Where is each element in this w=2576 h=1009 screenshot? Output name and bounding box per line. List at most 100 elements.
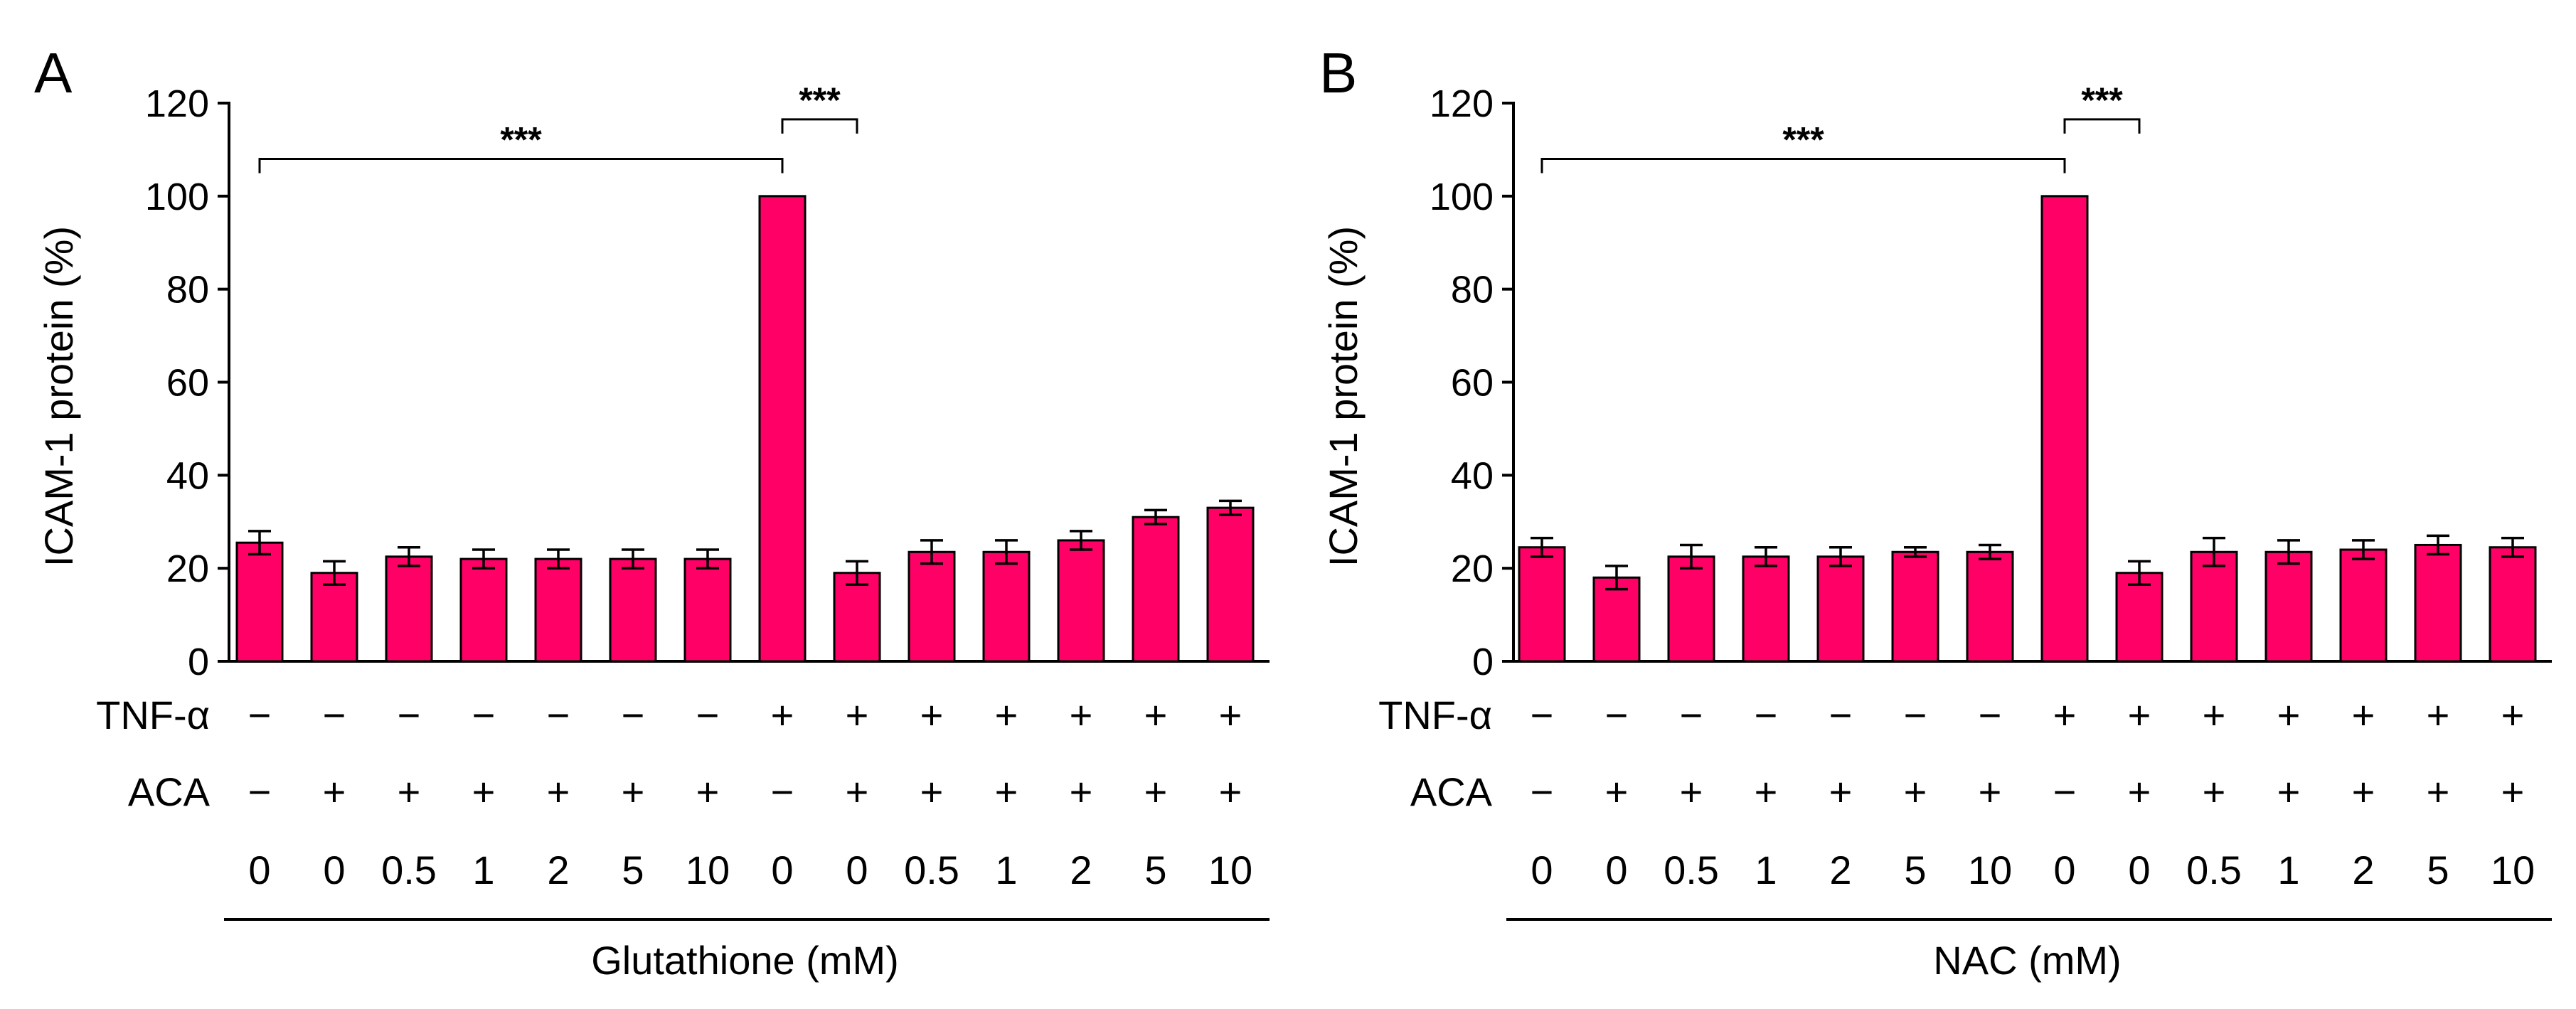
aca-sign: + <box>1755 769 1778 814</box>
concentration-label: 5 <box>2427 848 2449 892</box>
y-tick-label: 20 <box>166 548 209 590</box>
y-tick-label: 0 <box>1472 641 1494 683</box>
concentration-label: 2 <box>2352 848 2374 892</box>
significance-label: *** <box>2081 80 2123 120</box>
concentration-label: 0.5 <box>904 848 959 892</box>
y-tick-label: 40 <box>1451 454 1494 497</box>
significance-label: *** <box>1782 120 1824 160</box>
concentration-label: 1 <box>1755 848 1777 892</box>
tnf-sign: + <box>2501 693 2525 737</box>
tnf-sign: − <box>1904 693 1927 737</box>
tnf-sign: + <box>846 693 869 737</box>
y-tick-label: 120 <box>145 82 209 125</box>
bar <box>385 555 433 663</box>
concentration-label: 10 <box>686 848 730 892</box>
bar <box>2040 195 2089 663</box>
aca-sign: + <box>1605 769 1629 814</box>
significance-bracket <box>2063 118 2141 134</box>
concentration-label: 5 <box>1904 848 1926 892</box>
significance-label: *** <box>500 120 542 160</box>
aca-sign: + <box>995 769 1018 814</box>
significance-label: *** <box>799 80 841 120</box>
tnf-sign: − <box>696 693 720 737</box>
concentration-label: 10 <box>2491 848 2535 892</box>
y-tick-label: 60 <box>1451 362 1494 405</box>
bar <box>908 550 956 663</box>
concentration-label: 0 <box>771 848 793 892</box>
concentration-label: 0 <box>1605 848 1627 892</box>
bar <box>982 550 1031 663</box>
y-tick-label: 20 <box>1451 548 1494 590</box>
aca-row-label: ACA <box>128 769 211 814</box>
bar <box>1132 516 1180 663</box>
concentration-label: 2 <box>547 848 569 892</box>
tnf-sign: + <box>1070 693 1093 737</box>
concentration-label: 2 <box>1070 848 1092 892</box>
concentration-label: 0.5 <box>2186 848 2242 892</box>
bar <box>235 541 284 663</box>
aca-sign: + <box>1219 769 1242 814</box>
concentration-label: 1 <box>995 848 1017 892</box>
tnf-sign: − <box>1755 693 1778 737</box>
x-axis-label: Glutathione (mM) <box>591 938 899 983</box>
aca-sign: + <box>1144 769 1168 814</box>
aca-sign: + <box>1070 769 1093 814</box>
y-axis-label: ICAM-1 protein (%) <box>1321 226 1366 567</box>
concentration-label: 0 <box>2128 848 2150 892</box>
bar <box>1966 550 2014 663</box>
significance-bracket <box>258 158 784 173</box>
y-tick-label: 100 <box>145 176 209 218</box>
aca-sign: + <box>323 769 346 814</box>
aca-sign: + <box>2352 769 2375 814</box>
x-axis-label: NAC (mM) <box>1933 938 2121 983</box>
aca-sign: + <box>2501 769 2525 814</box>
concentration-label: 0.5 <box>1664 848 1719 892</box>
aca-sign: + <box>846 769 869 814</box>
aca-row-label: ACA <box>1410 769 1493 814</box>
bar <box>683 557 732 663</box>
concentration-label: 0 <box>2053 848 2075 892</box>
aca-sign: + <box>1680 769 1703 814</box>
concentration-label: 0 <box>1531 848 1553 892</box>
aca-sign: + <box>1829 769 1853 814</box>
tnf-row-label: TNF-α <box>1378 693 1492 737</box>
tnf-sign: + <box>2053 693 2077 737</box>
tnf-sign: + <box>2203 693 2226 737</box>
aca-sign: + <box>547 769 570 814</box>
aca-sign: + <box>1904 769 1927 814</box>
y-tick-label: 60 <box>166 362 209 405</box>
tnf-sign: − <box>1829 693 1853 737</box>
tnf-sign: + <box>2128 693 2151 737</box>
tnf-sign: + <box>2427 693 2450 737</box>
tnf-sign: − <box>248 693 272 737</box>
aca-sign: + <box>2277 769 2301 814</box>
bar <box>2414 543 2462 663</box>
tnf-sign: − <box>1979 693 2002 737</box>
aca-sign: + <box>2128 769 2151 814</box>
tnf-sign: + <box>1144 693 1168 737</box>
tnf-sign: − <box>1680 693 1703 737</box>
aca-sign: + <box>2427 769 2450 814</box>
y-tick-label: 80 <box>1451 269 1494 311</box>
y-tick-label: 100 <box>1430 176 1494 218</box>
aca-sign: − <box>2053 769 2077 814</box>
bar <box>2339 548 2388 663</box>
bar <box>2190 550 2238 663</box>
tnf-sign: + <box>2277 693 2301 737</box>
aca-sign: − <box>248 769 272 814</box>
bar <box>534 557 582 663</box>
concentration-label: 5 <box>1144 848 1166 892</box>
y-tick-label: 80 <box>166 269 209 311</box>
panel-letter: A <box>34 41 73 105</box>
concentration-label: 0.5 <box>381 848 437 892</box>
aca-sign: + <box>398 769 421 814</box>
bar <box>609 557 657 663</box>
tnf-sign: − <box>398 693 421 737</box>
tnf-sign: + <box>920 693 944 737</box>
bar <box>310 572 358 663</box>
bar <box>1667 555 1715 663</box>
tnf-sign: − <box>622 693 645 737</box>
bar <box>758 195 807 663</box>
